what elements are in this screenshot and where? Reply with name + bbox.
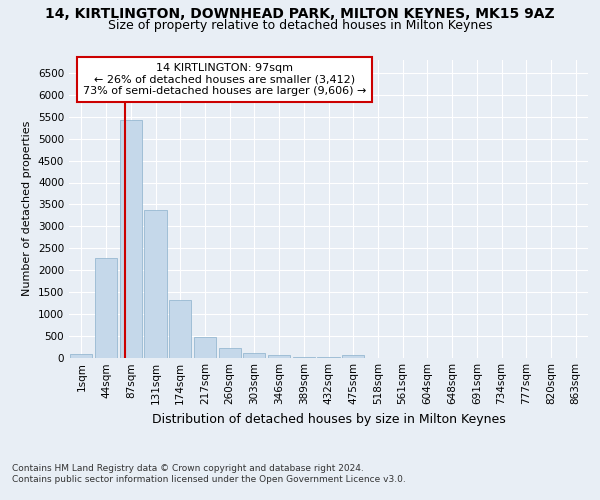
Text: Contains HM Land Registry data © Crown copyright and database right 2024.: Contains HM Land Registry data © Crown c… [12,464,364,473]
Bar [342,355,364,358]
Text: Contains public sector information licensed under the Open Government Licence v3: Contains public sector information licen… [12,475,406,484]
Y-axis label: Number of detached properties: Number of detached properties [22,121,32,296]
Bar [145,210,167,358]
Bar [95,258,117,358]
Bar [218,348,241,358]
Text: Distribution of detached houses by size in Milton Keynes: Distribution of detached houses by size … [152,412,506,426]
Bar [243,354,265,358]
Bar [268,356,290,358]
Text: Size of property relative to detached houses in Milton Keynes: Size of property relative to detached ho… [108,19,492,32]
Bar [194,336,216,357]
Bar [169,300,191,358]
Bar [119,120,142,358]
Bar [70,354,92,358]
Text: 14, KIRTLINGTON, DOWNHEAD PARK, MILTON KEYNES, MK15 9AZ: 14, KIRTLINGTON, DOWNHEAD PARK, MILTON K… [45,8,555,22]
Text: 14 KIRTLINGTON: 97sqm
← 26% of detached houses are smaller (3,412)
73% of semi-d: 14 KIRTLINGTON: 97sqm ← 26% of detached … [83,63,367,96]
